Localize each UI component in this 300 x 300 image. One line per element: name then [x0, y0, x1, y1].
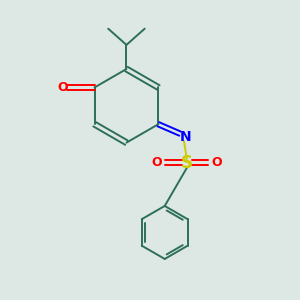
Text: S: S	[181, 154, 193, 172]
Text: O: O	[58, 81, 68, 94]
Text: O: O	[212, 156, 222, 169]
Text: O: O	[152, 156, 162, 169]
Text: N: N	[180, 130, 191, 144]
